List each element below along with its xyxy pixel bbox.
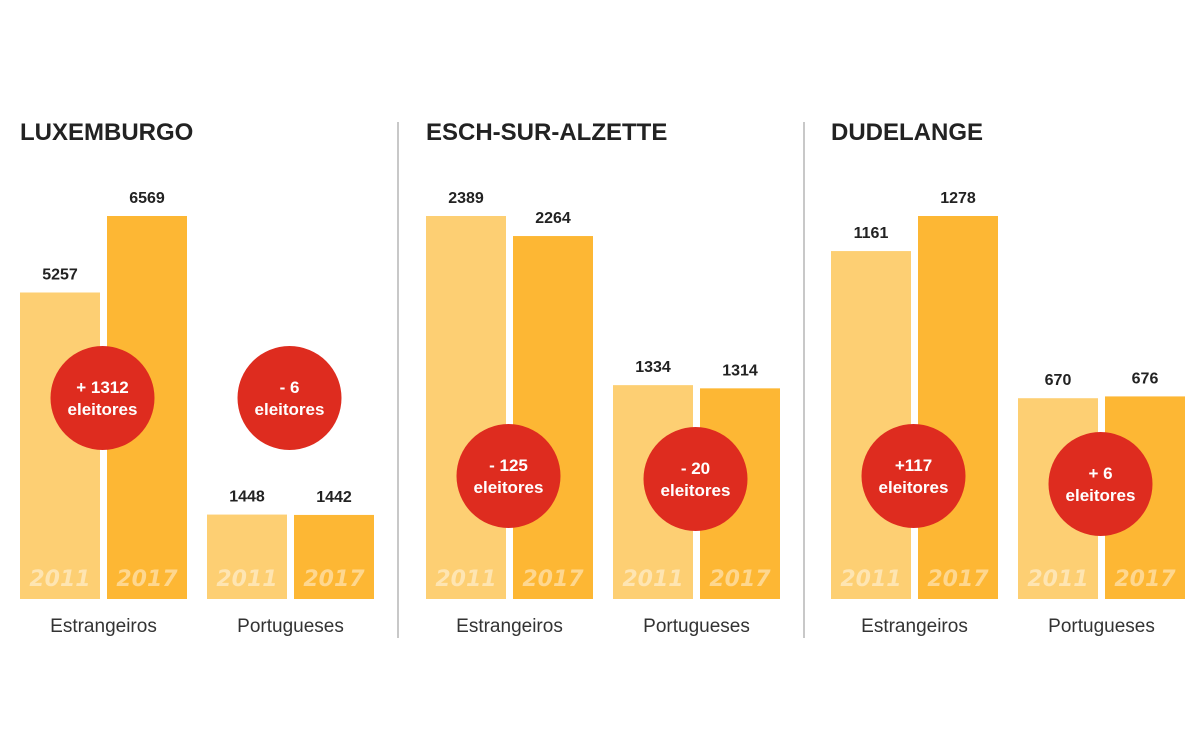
change-bubble (50, 346, 155, 450)
year-label: 2017 (709, 567, 771, 592)
change-unit: eleitores (879, 478, 949, 497)
data-label: 670 (1045, 372, 1072, 389)
panel-title: DUDELANGE (831, 119, 983, 146)
change-bubble (643, 427, 748, 531)
category-label: Portugueses (643, 616, 750, 637)
panel-1: LUXEMBURGO 5257 2011 6569 2017 Estrangeiros + … (20, 119, 374, 637)
change-bubble (1048, 432, 1153, 536)
bar-2011-estrangeiros (426, 216, 506, 599)
data-label: 1161 (854, 225, 889, 242)
change-value: + 1312 (76, 378, 128, 397)
year-label: 2017 (1114, 567, 1176, 592)
category-label: Estrangeiros (456, 616, 563, 637)
category-label: Estrangeiros (50, 616, 157, 637)
change-unit: eleitores (474, 478, 544, 497)
change-unit: eleitores (1066, 486, 1136, 505)
category-label: Portugueses (1048, 616, 1155, 637)
bar-2011-estrangeiros (831, 251, 911, 599)
year-label: 2011 (622, 567, 683, 592)
year-label: 2011 (840, 567, 901, 592)
panel-title: ESCH-SUR-ALZETTE (426, 119, 667, 146)
change-bubble (456, 424, 561, 528)
year-label: 2017 (927, 567, 989, 592)
year-label: 2011 (29, 567, 90, 592)
year-label: 2017 (116, 567, 178, 592)
data-label: 1278 (940, 190, 976, 207)
data-label: 1314 (722, 362, 758, 379)
change-value: - 20 (681, 459, 710, 478)
data-label: 2264 (535, 210, 571, 227)
change-value: +117 (895, 456, 932, 475)
panel-title: LUXEMBURGO (20, 119, 193, 146)
change-value: - 6 (280, 378, 300, 397)
bar-2017-estrangeiros (513, 236, 593, 599)
year-label: 2011 (216, 567, 277, 592)
change-unit: eleitores (68, 400, 138, 419)
bar-2017-estrangeiros (918, 216, 998, 599)
change-value: - 125 (489, 456, 528, 475)
year-label: 2011 (435, 567, 496, 592)
panel-2: ESCH-SUR-ALZETTE 2389 2011 2264 2017 Estrange… (426, 119, 780, 637)
data-label: 1448 (229, 489, 265, 506)
data-label: 2389 (448, 190, 484, 207)
bar-2011-portugueses (207, 514, 287, 599)
data-label: 676 (1132, 370, 1159, 387)
change-bubble (861, 424, 966, 528)
year-label: 2017 (522, 567, 584, 592)
data-label: 1334 (635, 359, 671, 376)
panel-3: DUDELANGE 1161 2011 1278 2017 Estrangeiros +11… (831, 119, 1185, 637)
change-unit: eleitores (661, 481, 731, 500)
year-label: 2011 (1027, 567, 1088, 592)
data-label: 1442 (316, 489, 352, 506)
change-value: + 6 (1088, 464, 1112, 483)
category-label: Portugueses (237, 616, 344, 637)
change-bubble (237, 346, 342, 450)
category-label: Estrangeiros (861, 616, 968, 637)
bar-2017-portugueses (294, 514, 374, 599)
year-label: 2017 (303, 567, 365, 592)
data-label: 6569 (129, 190, 165, 207)
data-label: 5257 (42, 266, 78, 283)
change-unit: eleitores (255, 400, 325, 419)
